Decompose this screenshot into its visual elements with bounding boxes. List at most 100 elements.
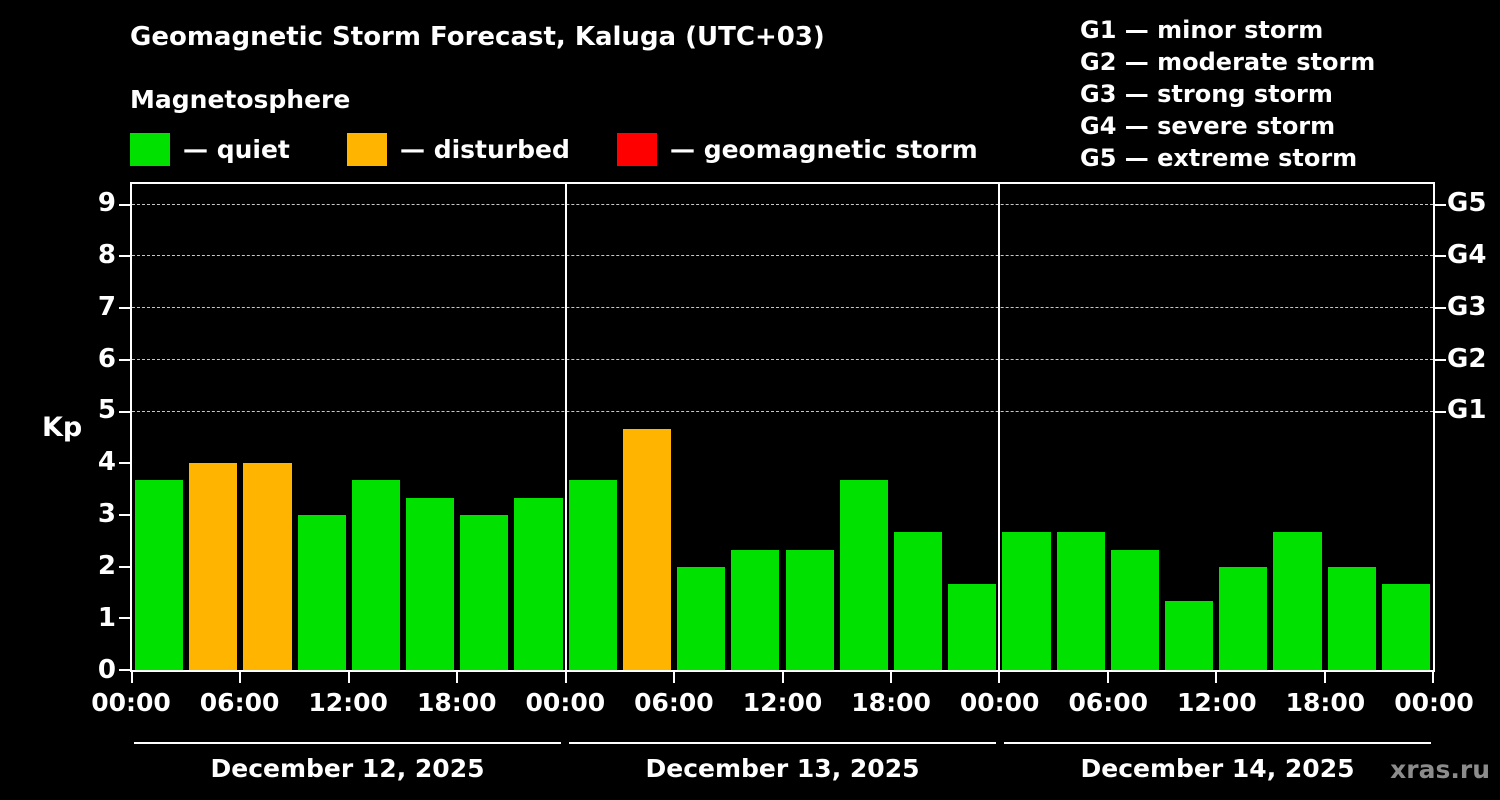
kp-bar bbox=[1002, 531, 1051, 670]
y-tick-mark bbox=[119, 513, 130, 516]
right-tick-mark bbox=[1435, 255, 1446, 258]
x-axis-labels: 00:00 06:00 12:00 18:00 00:00 06:00 12:00 18:00… bbox=[91, 688, 1474, 720]
kp-bar bbox=[351, 480, 401, 670]
y-tick-label: 8 bbox=[97, 239, 116, 270]
y-axis-labels: 0 1 2 3 4 5 6 7 8 9 bbox=[56, 182, 116, 683]
right-tick-mark bbox=[1435, 307, 1446, 310]
y-axis-label: Kp bbox=[42, 412, 83, 443]
kp-bar bbox=[839, 480, 888, 670]
y-tick-mark bbox=[119, 462, 130, 465]
kp-bar bbox=[406, 497, 455, 670]
date-label: December 13, 2025 bbox=[645, 754, 920, 783]
legend-item-disturbed: — disturbed bbox=[347, 131, 570, 167]
gridline bbox=[132, 307, 1433, 309]
g5-legend-line: G5 — extreme storm bbox=[1080, 144, 1358, 172]
g-level-label: G3 bbox=[1447, 291, 1487, 322]
kp-bar bbox=[297, 514, 346, 670]
kp-bar bbox=[135, 480, 184, 670]
y-tick-mark bbox=[119, 669, 130, 671]
g2-legend-line: G2 — moderate storm bbox=[1080, 48, 1376, 76]
y-tick-label: 5 bbox=[97, 395, 116, 426]
g-level-label: G4 bbox=[1447, 239, 1487, 270]
page-title: Geomagnetic Storm Forecast, Kaluga (UTC+… bbox=[130, 22, 825, 52]
kp-bar bbox=[622, 428, 672, 670]
disturbed-color-swatch bbox=[347, 132, 387, 166]
y-tick-label: 3 bbox=[97, 499, 116, 530]
x-tick-mark bbox=[781, 672, 784, 683]
kp-bar bbox=[189, 463, 238, 670]
g3-legend-line: G3 — strong storm bbox=[1080, 80, 1333, 108]
x-tick-label: 06:00 bbox=[1068, 688, 1149, 717]
kp-bar bbox=[1273, 531, 1322, 670]
kp-bar bbox=[460, 514, 509, 670]
y-tick-label: 9 bbox=[97, 187, 116, 218]
day-brackets: December 12, 2025 December 13, 2025 Decemb… bbox=[130, 742, 1435, 797]
kp-bar bbox=[731, 549, 780, 670]
storm-color-swatch bbox=[617, 132, 657, 166]
legend-item-storm: — geomagnetic storm bbox=[617, 131, 978, 167]
y-tick-label: 0 bbox=[97, 655, 116, 685]
x-tick-mark bbox=[1432, 672, 1434, 683]
day-bracket-line bbox=[568, 742, 996, 744]
x-tick-label: 12:00 bbox=[742, 688, 823, 717]
kp-bar bbox=[677, 566, 726, 670]
x-tick-label: 00:00 bbox=[959, 688, 1040, 717]
x-tick-label: 00:00 bbox=[525, 688, 606, 717]
kp-bar bbox=[243, 463, 292, 670]
x-tick-mark bbox=[456, 672, 459, 683]
legend-storm-label: — geomagnetic storm bbox=[670, 134, 978, 164]
kp-bar bbox=[893, 531, 943, 670]
kp-bar bbox=[1327, 566, 1376, 670]
x-tick-mark bbox=[889, 672, 892, 683]
y-tick-mark bbox=[119, 255, 130, 258]
x-tick-mark bbox=[1215, 672, 1218, 683]
day-separator bbox=[564, 184, 567, 670]
y-tick-label: 4 bbox=[97, 447, 116, 478]
subtitle: Magnetosphere bbox=[130, 85, 351, 114]
right-axis-labels: G1 G2 G3 G4 G5 bbox=[1447, 182, 1500, 670]
g1-legend-line: G1 — minor storm bbox=[1080, 16, 1324, 44]
x-tick-label: 18:00 bbox=[851, 688, 931, 717]
y-tick-mark bbox=[119, 307, 130, 310]
x-tick-mark bbox=[131, 672, 133, 683]
kp-bar bbox=[1056, 531, 1105, 670]
date-label: December 14, 2025 bbox=[1080, 754, 1355, 783]
plot-area bbox=[119, 182, 1446, 683]
y-tick-mark bbox=[119, 565, 130, 568]
g-level-label: G1 bbox=[1447, 395, 1487, 426]
right-tick-mark bbox=[1435, 358, 1446, 361]
y-tick-label: 6 bbox=[97, 343, 116, 374]
date-label: December 12, 2025 bbox=[210, 754, 485, 783]
x-tick-label: 12:00 bbox=[1177, 688, 1257, 717]
x-tick-label: 12:00 bbox=[308, 688, 388, 717]
g-scale-legend: G1 — minor storm G2 — moderate storm G3 … bbox=[1080, 14, 1375, 174]
kp-bar bbox=[568, 480, 617, 670]
y-tick-label: 2 bbox=[97, 551, 116, 582]
y-tick-mark bbox=[119, 410, 130, 413]
legend-disturbed-label: — disturbed bbox=[400, 134, 570, 164]
kp-bar bbox=[1164, 601, 1214, 670]
x-tick-label: 06:00 bbox=[634, 688, 714, 717]
day-separator bbox=[998, 184, 1001, 670]
right-tick-mark bbox=[1435, 410, 1446, 413]
g4-legend-line: G4 — severe storm bbox=[1080, 112, 1336, 140]
x-tick-mark bbox=[564, 672, 567, 683]
gridline bbox=[132, 255, 1433, 257]
x-tick-mark bbox=[998, 672, 1001, 683]
kp-bar bbox=[1381, 583, 1430, 670]
kp-bar bbox=[1219, 566, 1268, 670]
x-tick-mark bbox=[347, 672, 350, 683]
y-tick-mark bbox=[119, 203, 130, 206]
g-level-label: G5 bbox=[1447, 187, 1487, 218]
gridline bbox=[132, 410, 1433, 412]
kp-bar bbox=[948, 583, 997, 670]
x-tick-label: 18:00 bbox=[1285, 688, 1366, 717]
quiet-color-swatch bbox=[130, 132, 170, 166]
gridline bbox=[132, 358, 1433, 360]
x-tick-label: 00:00 bbox=[91, 688, 171, 717]
g-level-label: G2 bbox=[1447, 343, 1487, 374]
watermark: xras.ru bbox=[1390, 755, 1490, 784]
y-tick-label: 1 bbox=[97, 603, 116, 634]
x-tick-label: 06:00 bbox=[199, 688, 280, 717]
gridline bbox=[132, 203, 1433, 205]
